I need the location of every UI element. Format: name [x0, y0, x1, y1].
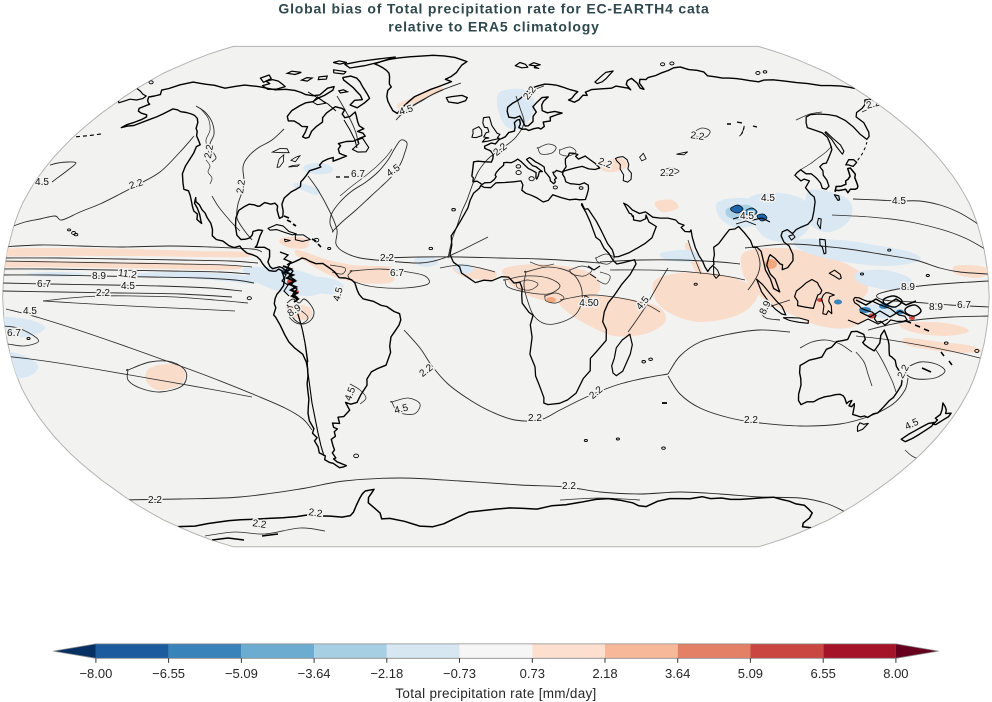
svg-text:2.18: 2.18 [592, 666, 617, 681]
svg-text:2.2: 2.2 [308, 507, 324, 520]
svg-text:2.2: 2.2 [235, 179, 248, 195]
svg-text:4.5: 4.5 [23, 306, 37, 317]
svg-text:11.2: 11.2 [117, 268, 138, 282]
svg-text:2.2: 2.2 [660, 168, 674, 179]
svg-text:4.5: 4.5 [35, 177, 49, 188]
svg-text:relative to ERA5 climatology: relative to ERA5 climatology [388, 19, 599, 35]
svg-text:−3.64: −3.64 [298, 666, 331, 681]
svg-text:−6.55: −6.55 [152, 666, 185, 681]
svg-text:2.2: 2.2 [690, 130, 706, 143]
svg-text:−2.18: −2.18 [370, 666, 403, 681]
svg-text:2.2: 2.2 [252, 518, 268, 531]
svg-text:4.5: 4.5 [393, 402, 410, 416]
svg-text:2.2: 2.2 [744, 415, 758, 426]
svg-text:4.5: 4.5 [331, 286, 345, 303]
svg-text:2.2: 2.2 [380, 253, 394, 264]
svg-text:2.2: 2.2 [148, 495, 162, 506]
svg-text:Global bias of Total precipita: Global bias of Total precipitation rate … [278, 1, 709, 17]
svg-text:4.5: 4.5 [892, 196, 906, 207]
svg-text:6.7: 6.7 [37, 279, 51, 290]
svg-text:4.5: 4.5 [121, 281, 135, 292]
svg-text:6.7: 6.7 [957, 300, 971, 311]
svg-text:5.09: 5.09 [738, 666, 763, 681]
svg-text:8.9: 8.9 [929, 302, 943, 313]
svg-text:6.55: 6.55 [811, 666, 836, 681]
svg-text:2.2: 2.2 [562, 481, 576, 492]
svg-text:2.2: 2.2 [528, 413, 542, 424]
svg-text:4.5: 4.5 [761, 193, 775, 204]
svg-text:8.00: 8.00 [883, 666, 908, 681]
svg-text:6.7: 6.7 [351, 169, 365, 180]
svg-text:−0.73: −0.73 [443, 666, 476, 681]
svg-text:2.2: 2.2 [96, 288, 110, 299]
svg-text:6.7: 6.7 [390, 268, 404, 279]
svg-text:4.5: 4.5 [740, 211, 754, 222]
svg-text:−8.00: −8.00 [79, 666, 112, 681]
svg-text:8.9: 8.9 [92, 271, 106, 282]
svg-text:3.64: 3.64 [665, 666, 690, 681]
svg-text:4.50: 4.50 [579, 298, 599, 309]
svg-text:−5.09: −5.09 [225, 666, 258, 681]
svg-text:Total precipitation rate [mm/d: Total precipitation rate [mm/day] [395, 686, 596, 701]
svg-text:0.73: 0.73 [520, 666, 545, 681]
svg-text:6.7: 6.7 [7, 328, 21, 339]
svg-text:8.9: 8.9 [901, 282, 915, 293]
svg-text:2.2: 2.2 [203, 143, 216, 159]
